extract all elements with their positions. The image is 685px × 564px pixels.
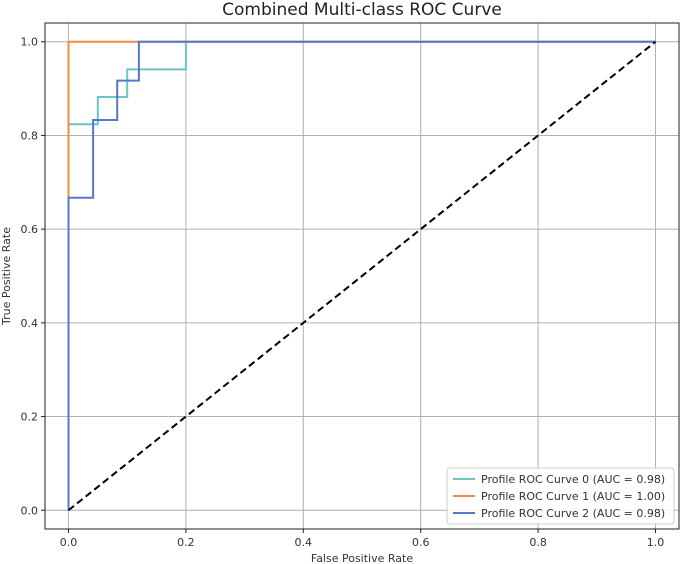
x-axis-label: False Positive Rate	[311, 552, 413, 564]
roc-curve-2	[67, 40, 656, 511]
chance-diagonal-line	[67, 40, 657, 512]
y-axis-label: True Positive Rate	[0, 227, 13, 326]
y-tick-label: 1.0	[21, 36, 39, 49]
chart-title: Combined Multi-class ROC Curve	[222, 0, 502, 20]
y-tick-label: 0.0	[21, 504, 39, 517]
y-tick-label: 0.2	[21, 411, 39, 424]
x-tick-label: 0.4	[295, 536, 313, 549]
series-layer	[67, 40, 657, 512]
x-tick-label: 0.0	[60, 536, 78, 549]
legend-label: Profile ROC Curve 1 (AUC = 1.00)	[481, 490, 665, 503]
y-tick-label: 0.8	[21, 129, 39, 142]
x-tick-label: 0.2	[177, 536, 195, 549]
plot-area	[44, 22, 680, 530]
x-tick-label: 0.6	[412, 536, 430, 549]
x-tick-label: 0.8	[529, 536, 547, 549]
legend-label: Profile ROC Curve 0 (AUC = 0.98)	[481, 473, 665, 486]
x-tick-label: 1.0	[647, 536, 665, 549]
legend-box	[446, 467, 675, 525]
legend-label: Profile ROC Curve 2 (AUC = 0.98)	[481, 507, 665, 520]
legend: Profile ROC Curve 0 (AUC = 0.98) Profile …	[446, 467, 675, 525]
roc-curve-0	[67, 40, 656, 511]
y-tick-label: 0.4	[21, 317, 39, 330]
y-tick-label: 0.6	[21, 223, 39, 236]
axis-ticks: 0.0 0.2 0.4 0.6 0.8 1.0 0.0 0.2 0.4 0.6 0.8 1.0	[21, 36, 665, 549]
